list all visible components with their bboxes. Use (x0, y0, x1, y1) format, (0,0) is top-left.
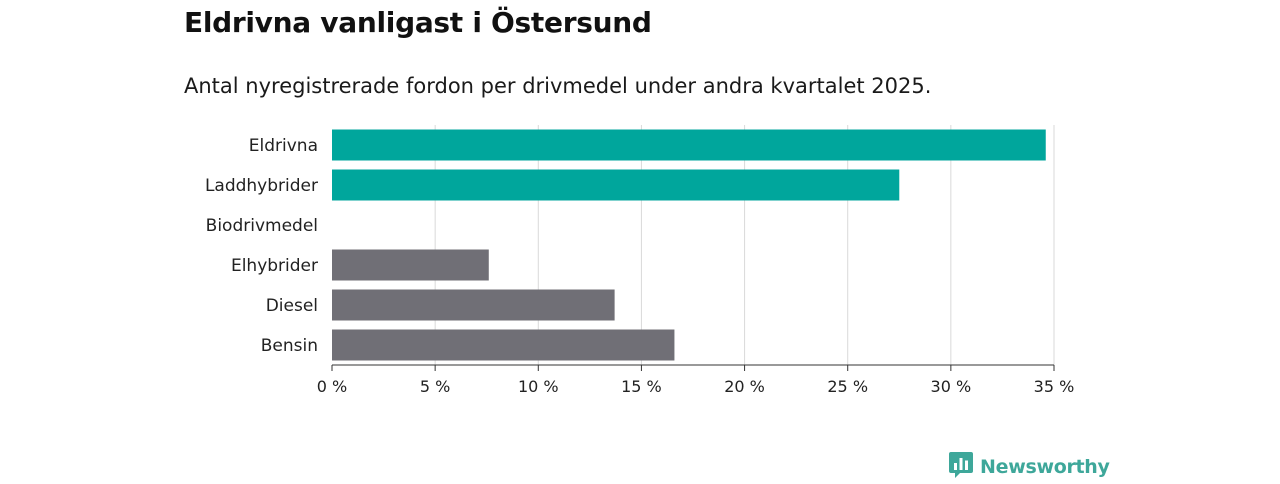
x-tick-label: 25 % (827, 377, 868, 396)
x-tick-label: 0 % (317, 377, 347, 396)
x-tick-label: 35 % (1034, 377, 1075, 396)
x-axis: 0 % 5 % 10 % 15 % 20 % 25 % 30 % 35 % (317, 364, 1075, 396)
brand-name: Newsworthy (980, 456, 1110, 478)
bar-diesel (332, 289, 615, 321)
bar-laddhybrider (332, 169, 900, 201)
category-label: Diesel (266, 296, 318, 316)
category-label: Biodrivmedel (206, 216, 318, 236)
x-tick-label: 5 % (420, 377, 450, 396)
x-tick-label: 15 % (621, 377, 662, 396)
bar-eldrivna (332, 129, 1046, 161)
category-label: Bensin (261, 336, 318, 356)
chart-title: Eldrivna vanligast i Östersund (184, 6, 652, 39)
category-label: Elhybrider (231, 256, 318, 276)
bar-elhybrider (332, 249, 489, 281)
chart-subtitle: Antal nyregistrerade fordon per drivmede… (184, 74, 932, 98)
category-label: Eldrivna (249, 136, 318, 156)
x-tick-label: 10 % (518, 377, 559, 396)
newsworthy-logo-icon (948, 450, 974, 484)
category-labels: Eldrivna Laddhybrider Biodrivmedel Elhybrid… (205, 136, 318, 356)
grid-lines (434, 125, 1055, 365)
bars (332, 129, 1046, 361)
bar-bensin (332, 329, 675, 361)
x-tick-label: 30 % (931, 377, 972, 396)
x-tick-label: 20 % (724, 377, 765, 396)
brand: Newsworthy (948, 450, 1110, 484)
category-label: Laddhybrider (205, 176, 318, 196)
